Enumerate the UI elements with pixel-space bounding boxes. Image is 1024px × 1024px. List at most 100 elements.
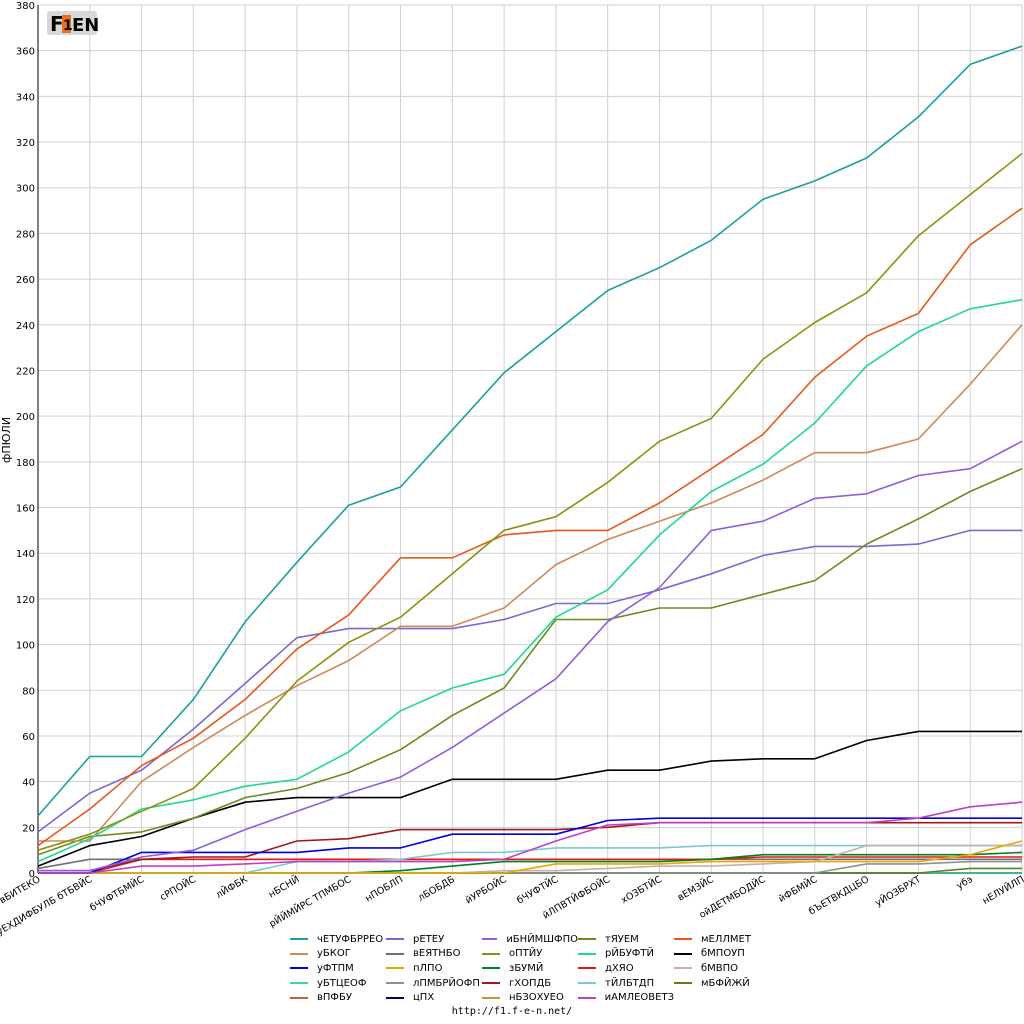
x-tick-label: лЙФБК [214, 873, 250, 901]
legend-swatch [578, 996, 596, 999]
y-tick-label: 0 [29, 869, 35, 880]
x-tick-label: нПОБЛП [363, 874, 405, 904]
y-tick-label: 240 [16, 321, 35, 332]
legend-label: уБКОГ [317, 948, 351, 960]
series-line-дХЯО [38, 856, 1022, 874]
legend-swatch [290, 938, 308, 941]
x-tick-label: нБСНЙ [266, 873, 301, 900]
legend-item: тЯУЕМ [578, 932, 674, 947]
legend-swatch [386, 996, 404, 999]
y-tick-labels: 0 20 40 60 80 100 120 140 160 180 200 220 240 260 280 3… [16, 1, 35, 880]
legend-swatch [674, 982, 692, 985]
legend-swatch [290, 982, 308, 985]
legend-swatch [482, 952, 500, 955]
legend-label: дХЯО [605, 962, 634, 974]
legend-item: мБФЙЖЙ [674, 976, 770, 991]
series-lines [37, 45, 1023, 874]
legend-label: нБЗОХУЕО [509, 992, 564, 1004]
x-tick-label: йУРБОЙС [463, 873, 509, 906]
legend-item: зБУМЙ [482, 961, 578, 976]
f1en-logo: F 1 EN [47, 9, 99, 37]
legend-label: пЛПО [413, 962, 443, 974]
legend-swatch [290, 952, 308, 955]
y-tick-label: 340 [16, 92, 35, 103]
x-tick-label: убэ [955, 874, 975, 892]
legend-label: цПХ [413, 992, 435, 1004]
x-tick-label: вБИТЕКО [0, 874, 42, 906]
legend-swatch [578, 982, 596, 985]
legend-item: лПМБРЙОФП [386, 976, 482, 991]
series-line-иАМЛЕОВЕТЗ [38, 801, 1023, 874]
y-tick-label: 140 [16, 549, 35, 560]
legend-item: нБЗОХУЕО [482, 990, 578, 1005]
legend-swatch [482, 967, 500, 970]
legend-item: бМПОУП [674, 947, 770, 962]
legend-item: рЙБУФТЙ [578, 947, 674, 962]
y-tick-label: 100 [16, 641, 35, 652]
y-tick-label: 80 [22, 686, 35, 697]
legend-swatch [386, 982, 404, 985]
legend-swatch [674, 952, 692, 955]
legend-label: рЙБУФТЙ [605, 948, 654, 960]
legend-item: иАМЛЕОВЕТЗ [578, 990, 674, 1005]
x-tick-label: сРПОЙС [158, 873, 198, 903]
legend-swatch [386, 952, 404, 955]
y-tick-label: 280 [16, 229, 35, 240]
svg-text:EN: EN [72, 15, 99, 36]
chart-legend: чЕТУФБРРЕО уБКОГ уФТПМ уБТЦЕОФ вПФБУ рЕТЕУ вЕЯ… [290, 932, 770, 1005]
legend-label: вПФБУ [317, 992, 352, 1004]
x-tick-label: уЙОЗБРХТ [873, 873, 923, 909]
series-line-чЕТУФБРРЕО [37, 45, 1023, 817]
x-tick-label: хОЗБТЙС [619, 873, 665, 906]
legend-label: тЯУЕМ [605, 933, 639, 945]
legend-label: иАМЛЕОВЕТЗ [604, 992, 674, 1004]
series-line-рЙБУФТЙ [37, 298, 1023, 863]
legend-label: иБНЙМШФПО [506, 933, 578, 945]
svg-text:1: 1 [63, 18, 73, 34]
chart-grid [37, 4, 1023, 874]
legend-swatch [482, 996, 500, 999]
legend-label: чЕТУФБРРЕО [317, 933, 384, 945]
legend-label: оПТЙУ [509, 948, 543, 960]
series-line-тЯУЕМ [37, 467, 1023, 856]
legend-swatch [290, 967, 308, 970]
x-tick-label: бЧУФТБМЙС [88, 873, 147, 914]
series-line-рЕТЕУ [37, 529, 1022, 833]
y-tick-label: 220 [16, 366, 35, 377]
legend-label: вЕЯТНБО [413, 948, 461, 960]
y-axis-label: фПЮЛИ [0, 417, 13, 463]
legend-swatch [578, 967, 596, 970]
legend-swatch [290, 996, 308, 999]
x-tick-label: рЙЙМЙРС ТПМБОС [267, 873, 354, 930]
svg-text:F: F [50, 12, 64, 36]
legend-swatch [578, 952, 596, 955]
legend-item: мЕЛЛМЕТ [674, 932, 770, 947]
legend-label: мЕЛЛМЕТ [701, 933, 751, 945]
legend-item: оПТЙУ [482, 947, 578, 962]
legend-item: иБНЙМШФПО [482, 932, 578, 947]
legend-swatch [578, 938, 596, 941]
legend-swatch [386, 938, 404, 941]
legend-label: зБУМЙ [509, 962, 544, 974]
legend-item: бМВПО [674, 961, 770, 976]
series-line-мЕЛЛМЕТ [37, 207, 1023, 847]
series-line-иБНЙМШФПО [38, 440, 1023, 872]
y-tick-label: 120 [16, 595, 35, 606]
y-tick-label: 260 [16, 275, 35, 286]
legend-label: гХОПДБ [509, 977, 552, 989]
y-tick-label: 320 [16, 138, 35, 149]
legend-label: бМПОУП [701, 948, 745, 960]
y-tick-label: 380 [16, 1, 35, 12]
legend-item: чЕТУФБРРЕО [290, 932, 386, 947]
series-line-уФТПМ [38, 817, 1022, 874]
legend-swatch [674, 967, 692, 970]
legend-label: уФТПМ [317, 962, 354, 974]
legend-item: уБТЦЕОФ [290, 976, 386, 991]
y-tick-label: 180 [16, 458, 35, 469]
legend-swatch [386, 967, 404, 970]
series-line-уБКОГ [38, 324, 1023, 842]
legend-item: вЕЯТНБО [386, 947, 482, 962]
series-line-оПТЙУ [37, 152, 1023, 851]
legend-item: гХОПДБ [482, 976, 578, 991]
footer-url[interactable]: http://f1.f-e-n.net/ [451, 1006, 573, 1017]
